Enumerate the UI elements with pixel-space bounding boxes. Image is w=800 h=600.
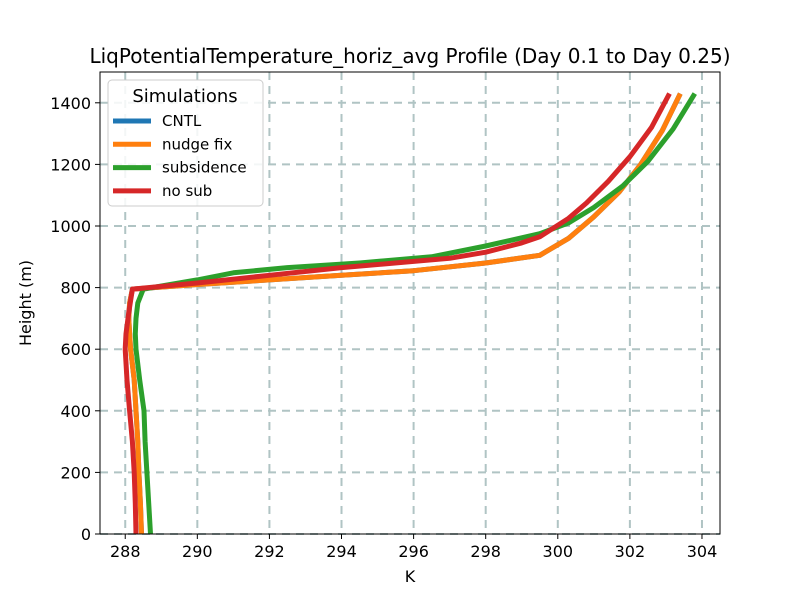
series-line-subsidence [132,92,697,535]
y-axis-label: Height (m) [16,260,35,346]
plot-frame [99,71,721,535]
chart-title: LiqPotentialTemperature_horiz_avg Profil… [89,44,730,68]
legend-entries: CNTL nudge fix subsidence no sub [113,112,247,200]
legend-label-no-sub: no sub [162,182,212,200]
y-tick-label: 400 [60,402,91,421]
y-tick-label: 600 [60,340,91,359]
y-tick-label: 200 [60,463,91,482]
x-tick-label: 300 [543,542,574,561]
legend-label-cntl: CNTL [162,112,202,130]
x-tick-label: 298 [470,542,501,561]
y-tick-label: 800 [60,279,91,298]
y-tick-label: 1000 [50,217,91,236]
y-axis: 0 200 400 600 800 1000 1200 1400 [50,94,100,544]
x-axis-label: K [405,567,416,586]
y-tick-label: 1200 [50,155,91,174]
x-tick-label: 296 [398,542,429,561]
legend-box [107,79,264,207]
x-tick-label: 294 [326,542,357,561]
x-tick-label: 302 [615,542,646,561]
legend-title: Simulations [132,86,237,107]
x-tick-label: 288 [110,542,141,561]
legend-label-subsidence: subsidence [162,159,247,177]
x-axis: 288 290 292 294 296 298 300 302 304 [110,534,717,561]
x-tick-label: 292 [254,542,285,561]
series-line-no-sub [122,92,672,535]
legend: Simulations CNTL nudge fix subsidence no su… [107,79,264,207]
y-tick-label: 1400 [50,94,91,113]
x-tick-label: 304 [687,542,718,561]
legend-label-nudge-fix: nudge fix [162,135,233,153]
series-layer [122,92,697,535]
x-tick-label: 290 [182,542,213,561]
y-tick-label: 0 [81,525,91,544]
